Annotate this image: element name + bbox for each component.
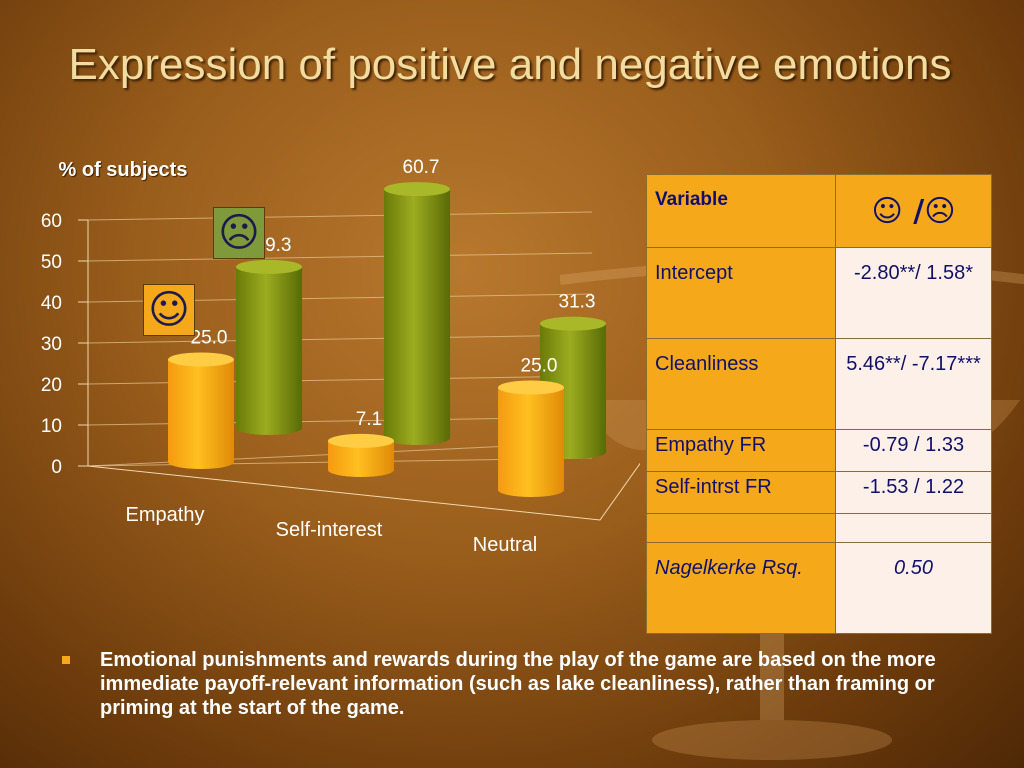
row-value: 0.50 [835, 542, 992, 634]
bar-positive-1-top [328, 433, 394, 448]
y-tick-label: 30 [41, 334, 62, 355]
table-row: Nagelkerke Rsq. 0.50 [646, 542, 992, 634]
bullet-point: Emotional punishments and rewards during… [62, 648, 982, 720]
y-tick-label: 20 [41, 375, 62, 396]
header-variable: Variable [646, 174, 836, 248]
bar-negative-2-top [540, 316, 606, 331]
row-value: -0.79 / 1.33 [835, 429, 992, 472]
slide-title: Expression of positive and negative emot… [68, 40, 952, 89]
y-tick-label: 60 [41, 211, 62, 232]
floor-back-edge [87, 443, 555, 467]
y-tick-label: 50 [41, 252, 62, 273]
row-variable: Empathy FR [646, 429, 836, 472]
y-tick-label: 10 [41, 416, 62, 437]
regression-table: Variable ☺ /☹ Intercept -2.80**/ 1.58* C… [646, 174, 992, 634]
data-label-negative: 31.3 [559, 292, 596, 313]
row-variable: Self-intrst FR [646, 471, 836, 514]
table-row: Empathy FR -0.79 / 1.33 [646, 429, 992, 472]
bar-negative-0 [236, 266, 302, 435]
data-label-positive: 25.0 [191, 328, 228, 349]
row-variable: Nagelkerke Rsq. [646, 542, 836, 634]
row-variable [646, 513, 836, 543]
bar-positive-0-top [168, 352, 234, 367]
table-row: Intercept -2.80**/ 1.58* [646, 247, 992, 339]
data-label-positive: 7.1 [356, 409, 382, 430]
row-value: 5.46**/ -7.17*** [835, 338, 992, 430]
bar-negative-0-top [236, 259, 302, 274]
row-value: -2.80**/ 1.58* [835, 247, 992, 339]
data-label-positive: 25.0 [521, 356, 558, 377]
table-row [646, 513, 992, 543]
table-header-row: Variable ☺ /☹ [646, 174, 992, 248]
row-value [835, 513, 992, 543]
gridline [87, 334, 593, 344]
bar-positive-2 [498, 387, 564, 497]
frown-face-icon: ☹ [213, 207, 265, 259]
frown-face-glyph: ☹ [218, 210, 260, 256]
y-tick-label: 40 [41, 293, 62, 314]
bullet-square-icon [62, 656, 70, 664]
y-tick-label: 0 [51, 457, 62, 478]
bar-positive-0 [168, 359, 234, 469]
header-faces: ☺ /☹ [835, 174, 992, 248]
row-variable: Intercept [646, 247, 836, 339]
bullet-text: Emotional punishments and rewards during… [100, 649, 936, 719]
bar-positive-1 [328, 440, 394, 477]
bar-negative-1-top [384, 182, 450, 197]
gridline [87, 252, 593, 262]
bar-chart: 010203040506039.360.731.325.07.125.0Empa… [41, 157, 640, 556]
x-category-label: Empathy [126, 504, 205, 526]
y-axis-title: % of subjects [58, 159, 188, 181]
floor-edge [87, 462, 640, 521]
x-category-label: Self-interest [276, 519, 383, 541]
gridline [87, 211, 593, 221]
table-row: Self-intrst FR -1.53 / 1.22 [646, 471, 992, 514]
row-value: -1.53 / 1.22 [835, 471, 992, 514]
data-label-negative: 60.7 [403, 157, 440, 178]
smile-face-icon: ☺ [143, 284, 195, 336]
bar-positive-2-top [498, 380, 564, 395]
row-variable: Cleanliness [646, 338, 836, 430]
bar-negative-1 [384, 189, 450, 445]
table-row: Cleanliness 5.46**/ -7.17*** [646, 338, 992, 430]
x-category-label: Neutral [473, 534, 537, 556]
smile-face-glyph: ☺ [148, 287, 190, 333]
